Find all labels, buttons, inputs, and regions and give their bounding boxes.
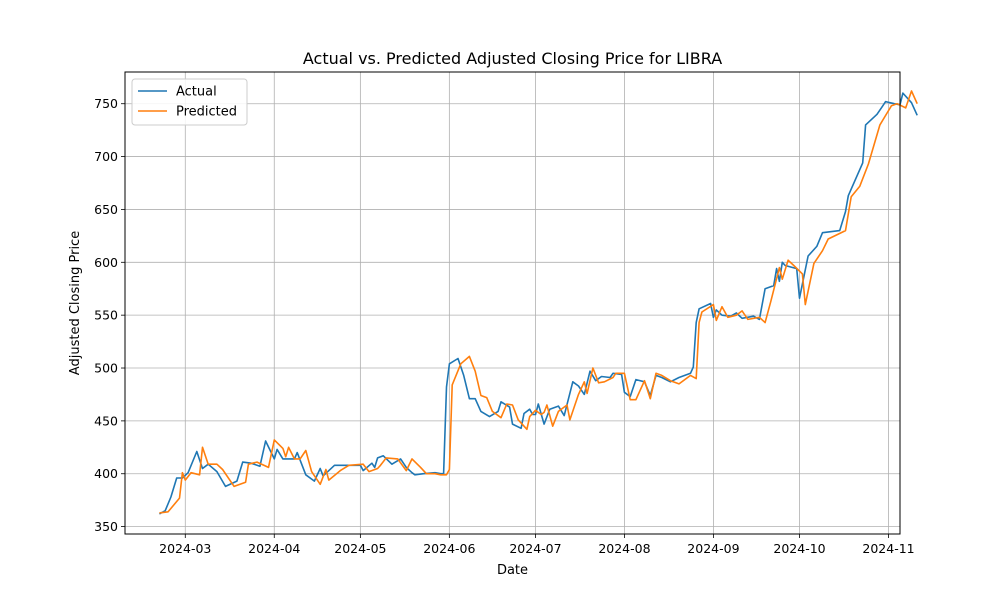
- x-tick-label: 2024-08: [598, 541, 650, 556]
- y-tick-label: 550: [94, 308, 118, 323]
- y-tick-label: 750: [94, 96, 118, 111]
- y-axis-label: Adjusted Closing Price: [68, 231, 83, 375]
- x-axis-label: Date: [497, 563, 528, 578]
- grid-lines: [125, 72, 900, 534]
- x-tick-label: 2024-05: [334, 541, 386, 556]
- y-tick-label: 600: [94, 255, 118, 270]
- series-lines: [159, 90, 918, 515]
- x-tick-label: 2024-09: [687, 541, 739, 556]
- x-tick-label: 2024-07: [509, 541, 561, 556]
- legend-label-predicted: Predicted: [176, 105, 237, 120]
- legend: Actual Predicted: [131, 78, 248, 126]
- x-tick-label: 2024-11: [862, 541, 914, 556]
- legend-label-actual: Actual: [176, 85, 217, 100]
- series-line-actual: [159, 92, 918, 515]
- x-axis: 2024-03 2024-04 2024-05 2024-06 2024-07 2024-…: [159, 534, 915, 556]
- y-tick-label: 400: [94, 466, 118, 481]
- y-tick-label: 450: [94, 413, 118, 428]
- x-tick-label: 2024-10: [773, 541, 825, 556]
- y-tick-label: 350: [94, 519, 118, 534]
- y-axis: 350 400 450 500 550 600 650 700 750: [94, 96, 125, 534]
- x-tick-label: 2024-06: [423, 541, 475, 556]
- y-tick-label: 500: [94, 361, 118, 376]
- plot-frame: [124, 71, 901, 535]
- series-line-predicted: [159, 90, 918, 514]
- y-tick-label: 650: [94, 202, 118, 217]
- x-tick-label: 2024-04: [248, 541, 300, 556]
- x-tick-label: 2024-03: [159, 541, 211, 556]
- chart-title: Actual vs. Predicted Adjusted Closing Pr…: [303, 49, 722, 68]
- y-tick-label: 700: [94, 149, 118, 164]
